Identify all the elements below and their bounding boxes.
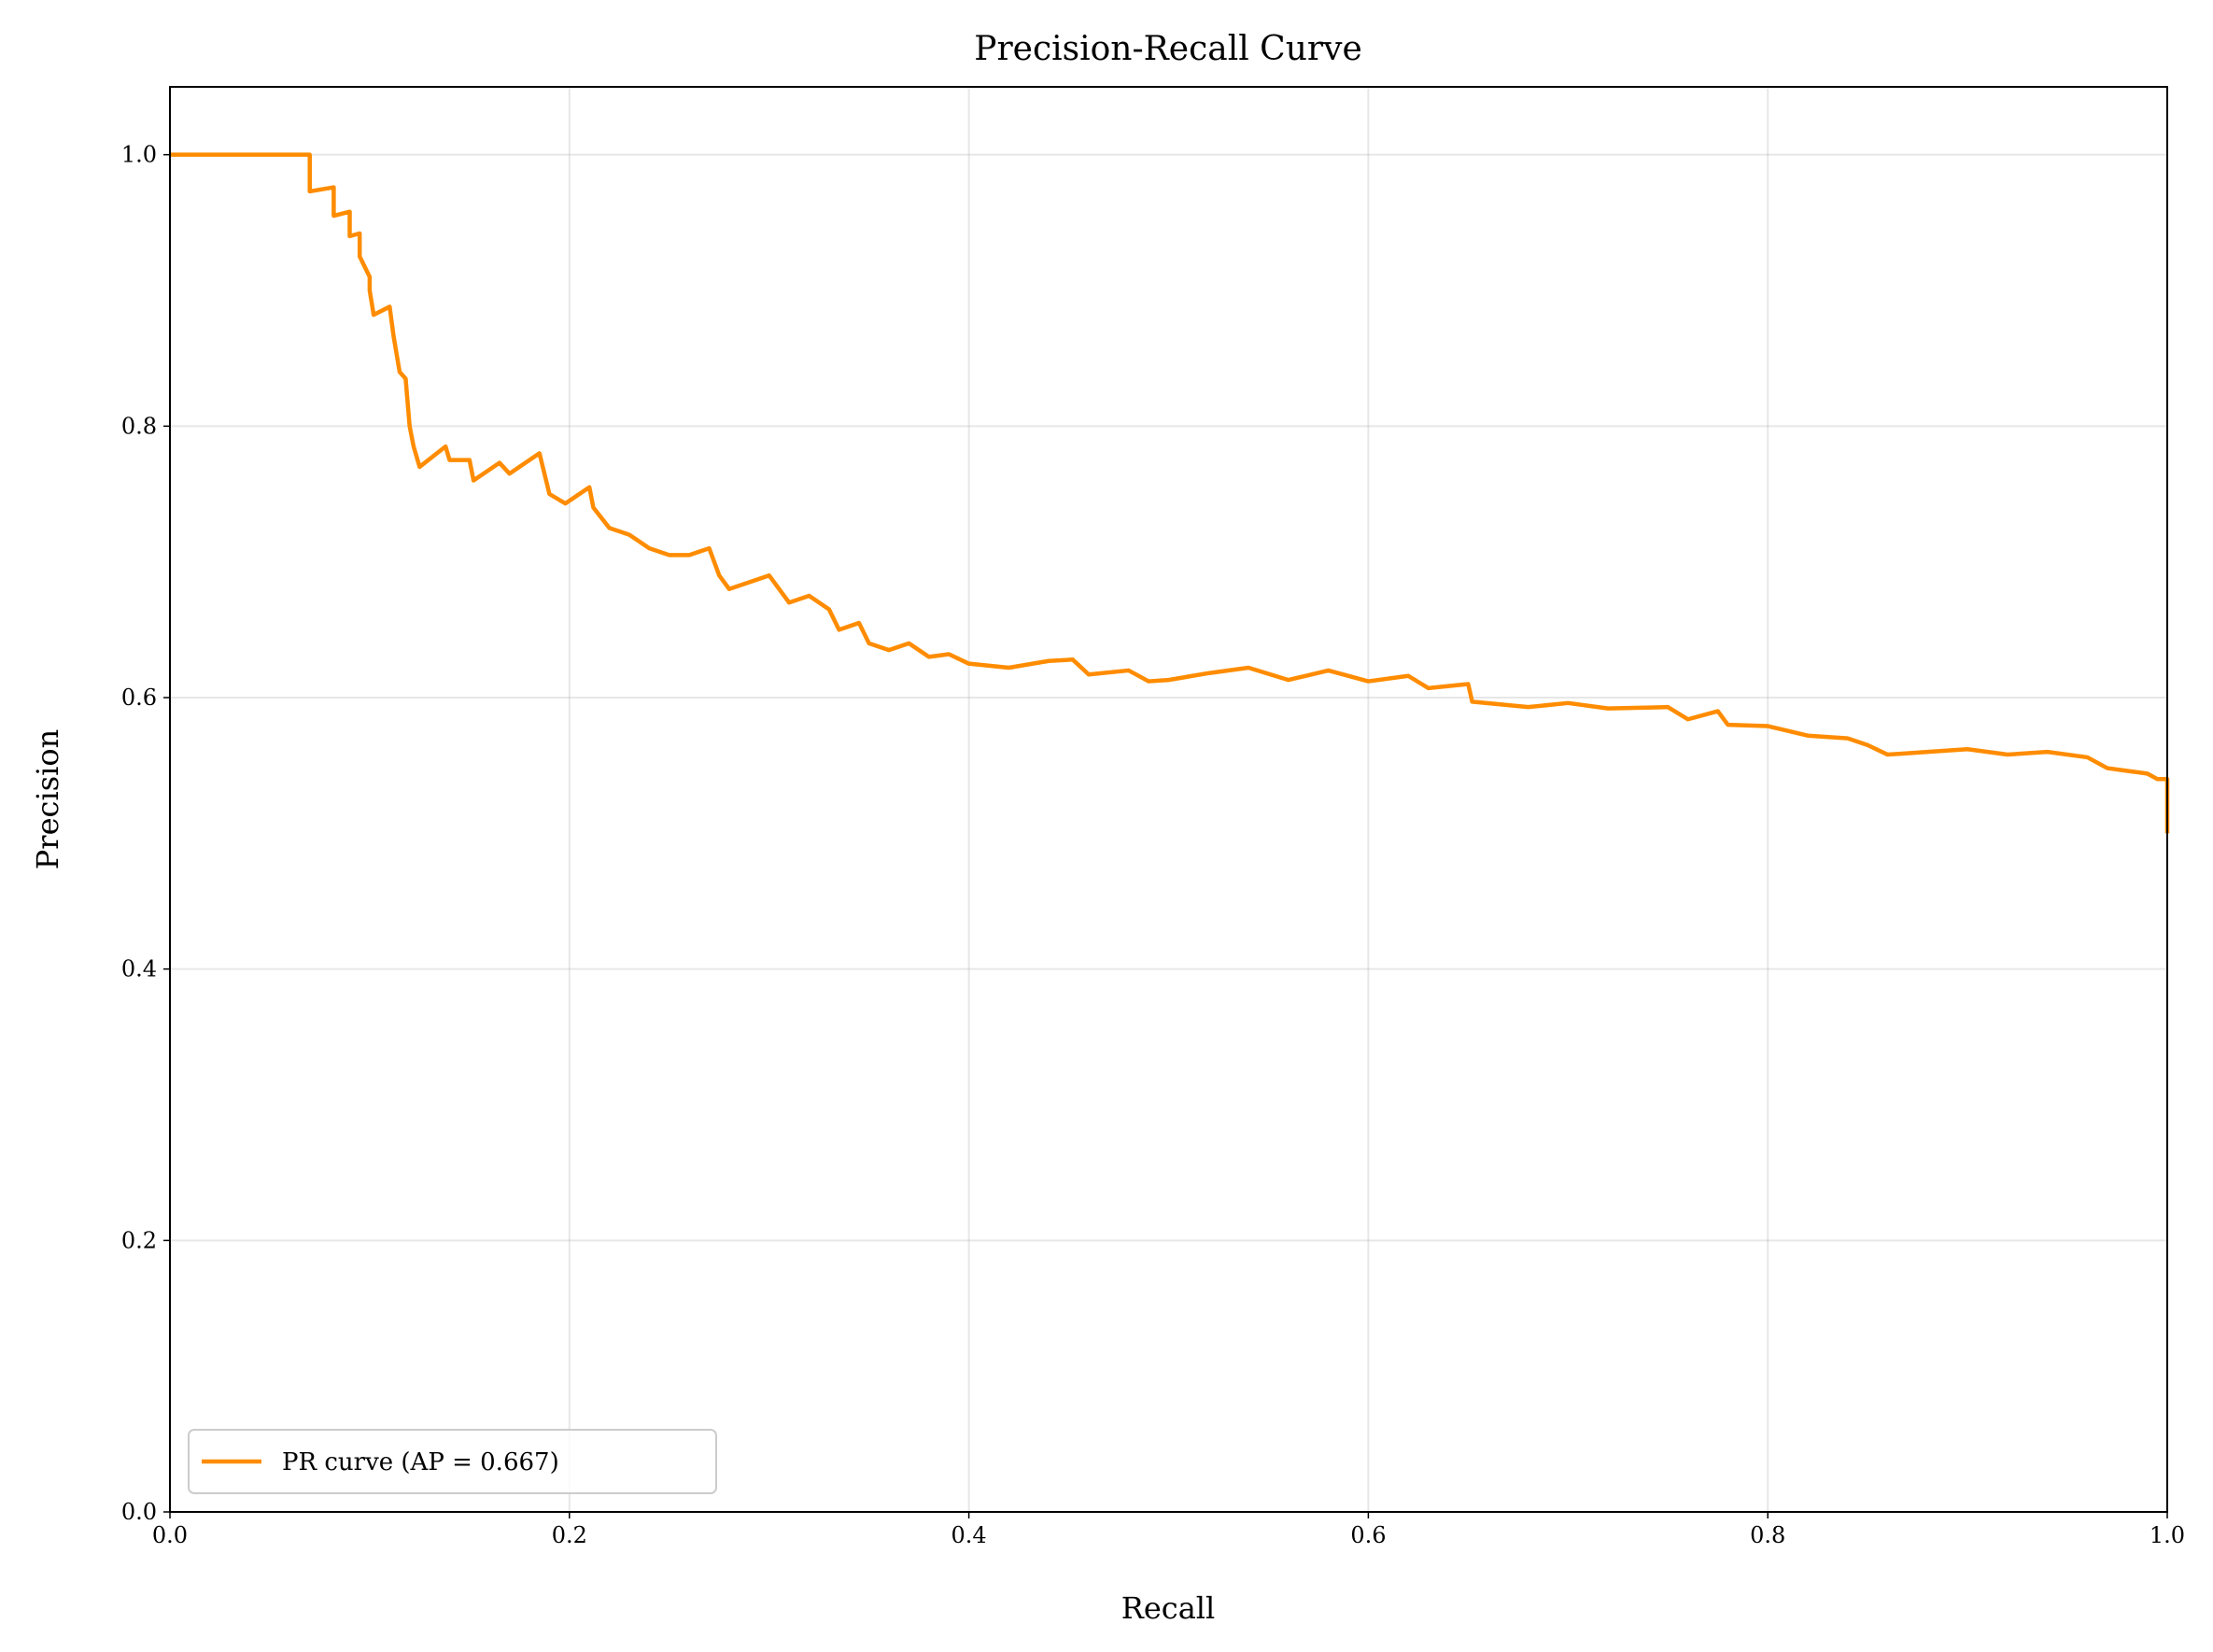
x-axis-label: Recall xyxy=(1121,1590,1216,1626)
x-tick-label: 1.0 xyxy=(2150,1522,2185,1548)
chart-title: Precision-Recall Curve xyxy=(974,30,1362,68)
y-tick-label: 0.0 xyxy=(121,1499,157,1525)
x-tick-label: 0.2 xyxy=(552,1522,587,1548)
y-tick-label: 0.8 xyxy=(121,413,157,439)
x-tick-label: 0.0 xyxy=(152,1522,188,1548)
x-tick-label: 0.8 xyxy=(1750,1522,1785,1548)
x-tick-label: 0.6 xyxy=(1350,1522,1386,1548)
y-tick-label: 0.6 xyxy=(121,685,157,711)
x-tick-label: 0.4 xyxy=(951,1522,987,1548)
legend-frame xyxy=(188,1429,717,1494)
y-tick-label: 0.2 xyxy=(121,1227,157,1253)
y-tick-label: 0.4 xyxy=(121,956,157,982)
y-axis-label: Precision xyxy=(30,729,65,869)
plot-frame xyxy=(169,86,2168,1513)
line-series xyxy=(170,152,2170,834)
legend-label: PR curve (AP = 0.667) xyxy=(282,1448,559,1476)
y-tick-label: 1.0 xyxy=(121,142,157,168)
